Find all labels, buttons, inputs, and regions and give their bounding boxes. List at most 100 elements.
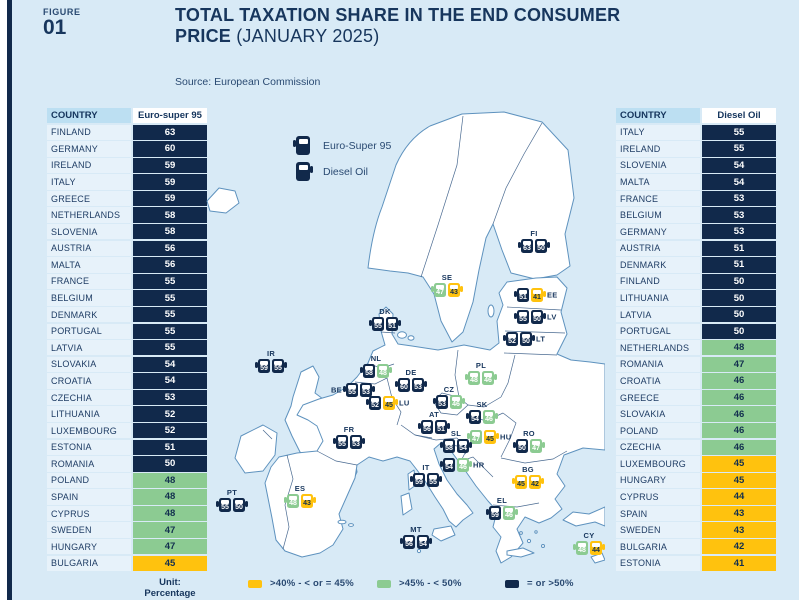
value-cell: 46 [702,373,776,389]
map-country-badge-it: 59 55 IT [410,463,442,487]
pump-value-text: 58 [365,370,373,377]
diesel-pump-value: 46 [450,395,465,409]
pump-value-text: 55 [274,365,282,372]
pump-window [518,440,526,445]
pump-value-text: 47 [436,289,444,296]
country-cell: BULGARIA [47,555,131,571]
diesel-pump-value: 50 [233,498,248,512]
pump-window [303,495,311,500]
table-header-row: COUNTRY Diesel Oil [616,108,776,124]
table-row: GREECE 59 [47,190,207,207]
pump-value-text: 46 [485,416,493,423]
pump-nozzle [440,461,444,467]
country-code-label: PT [226,488,238,497]
value-cell: 45 [133,555,207,571]
petrol-pump-value: 55 [333,435,348,449]
pump-nozzle [513,442,517,448]
value-cell: 47 [702,356,776,373]
pump-window [459,459,467,464]
pump-nozzle [255,362,259,368]
pump-nozzle [531,335,535,341]
country-cell: BELGIUM [616,207,700,223]
diesel-pump-value: 41 [531,288,546,302]
pump-window [374,318,382,323]
pump-value-text: 48 [379,370,387,377]
crete-isle [506,547,535,558]
value-cell: 56 [133,257,207,273]
pump-value-text: 47 [532,445,540,452]
country-code-label: DE [405,368,417,377]
pump-nozzle [493,374,497,380]
petrol-pump-value: 56 [418,420,433,434]
country-code-label: LV [547,312,557,322]
country-cell: ROMANIA [616,356,700,373]
table-row: PORTUGAL 55 [47,323,207,339]
value-cell: 55 [133,290,207,306]
country-code-label: LT [536,334,546,344]
left-accent-bar [7,0,12,600]
pump-value-text: 56 [405,541,413,548]
pump-value-text: 46 [452,401,460,408]
diesel-table: COUNTRY Diesel Oil ITALY 55 IRELAND 55 SLOVE… [616,108,776,571]
pump-window [438,396,446,401]
pump-window [362,384,370,389]
table-row: BELGIUM 55 [47,290,207,306]
value-cell: 50 [702,323,776,339]
table-row: BELGIUM 53 [616,207,776,223]
pump-value-text: 41 [533,294,541,301]
table-row: IRELAND 55 [616,141,776,157]
turkey-strip [562,506,605,527]
country-cell: SPAIN [616,505,700,522]
value-cell: 53 [133,389,207,406]
country-code-label: HR [473,460,485,470]
table-row: SLOVENIA 54 [616,157,776,174]
map-country-badge-sl: 58 54 SL [440,429,472,453]
pump-nozzle [397,320,401,326]
map-country-badge-es: 48 43 ES [284,484,316,508]
value-cell: 59 [133,174,207,190]
petrol-pump-value: 59 [410,473,425,487]
value-cell: 55 [133,306,207,323]
petrol-pump-value: 55 [369,317,384,331]
diesel-pump-value: 46 [503,506,518,520]
diesel-pump-value: 47 [530,439,545,453]
pump-nozzle [431,286,435,292]
country-cell: LITHUANIA [616,290,700,306]
value-cell: 42 [702,539,776,555]
country-cell: BULGARIA [616,539,700,555]
petrol-pump-value: 51 [514,288,529,302]
value-cell: 48 [133,505,207,522]
map-legend-label: Euro-Super 95 [323,139,392,152]
pump-value-text: 59 [491,512,499,519]
navy-swatch [505,579,519,588]
pump-value-text: 59 [260,365,268,372]
pump-value-text: 46 [459,464,467,471]
country-code-label: EL [496,496,508,505]
pump-nozzle [542,291,546,297]
map-country-badge-cy: 48 44 CY [573,531,605,555]
pump-value-text: 58 [445,445,453,452]
country-cell: SLOVAKIA [616,406,700,422]
value-cell: 48 [133,472,207,489]
diesel-pump-value: 53 [360,383,375,397]
table-row: CYPRUS 44 [616,489,776,505]
value-cell: 45 [702,456,776,472]
unit-note: Unit: Percentage [144,577,196,599]
value-column-header: Diesel Oil [702,108,776,124]
table-row: SLOVAKIA 46 [616,406,776,422]
table-row: SWEDEN 43 [616,522,776,538]
country-cell: CYPRUS [616,489,700,505]
value-cell: 43 [702,522,776,538]
pump-nozzle [244,501,248,507]
pump-value-text: 52 [371,402,379,409]
pump-value-text: 43 [450,289,458,296]
country-cell: LATVIA [47,340,131,356]
country-cell: ESTONIA [47,439,131,455]
pump-nozzle [312,497,316,503]
table-row: GERMANY 53 [616,224,776,240]
country-cell: DENMARK [47,306,131,323]
pump-nozzle [440,442,444,448]
pump-nozzle [514,313,518,319]
country-cell: PORTUGAL [47,323,131,339]
